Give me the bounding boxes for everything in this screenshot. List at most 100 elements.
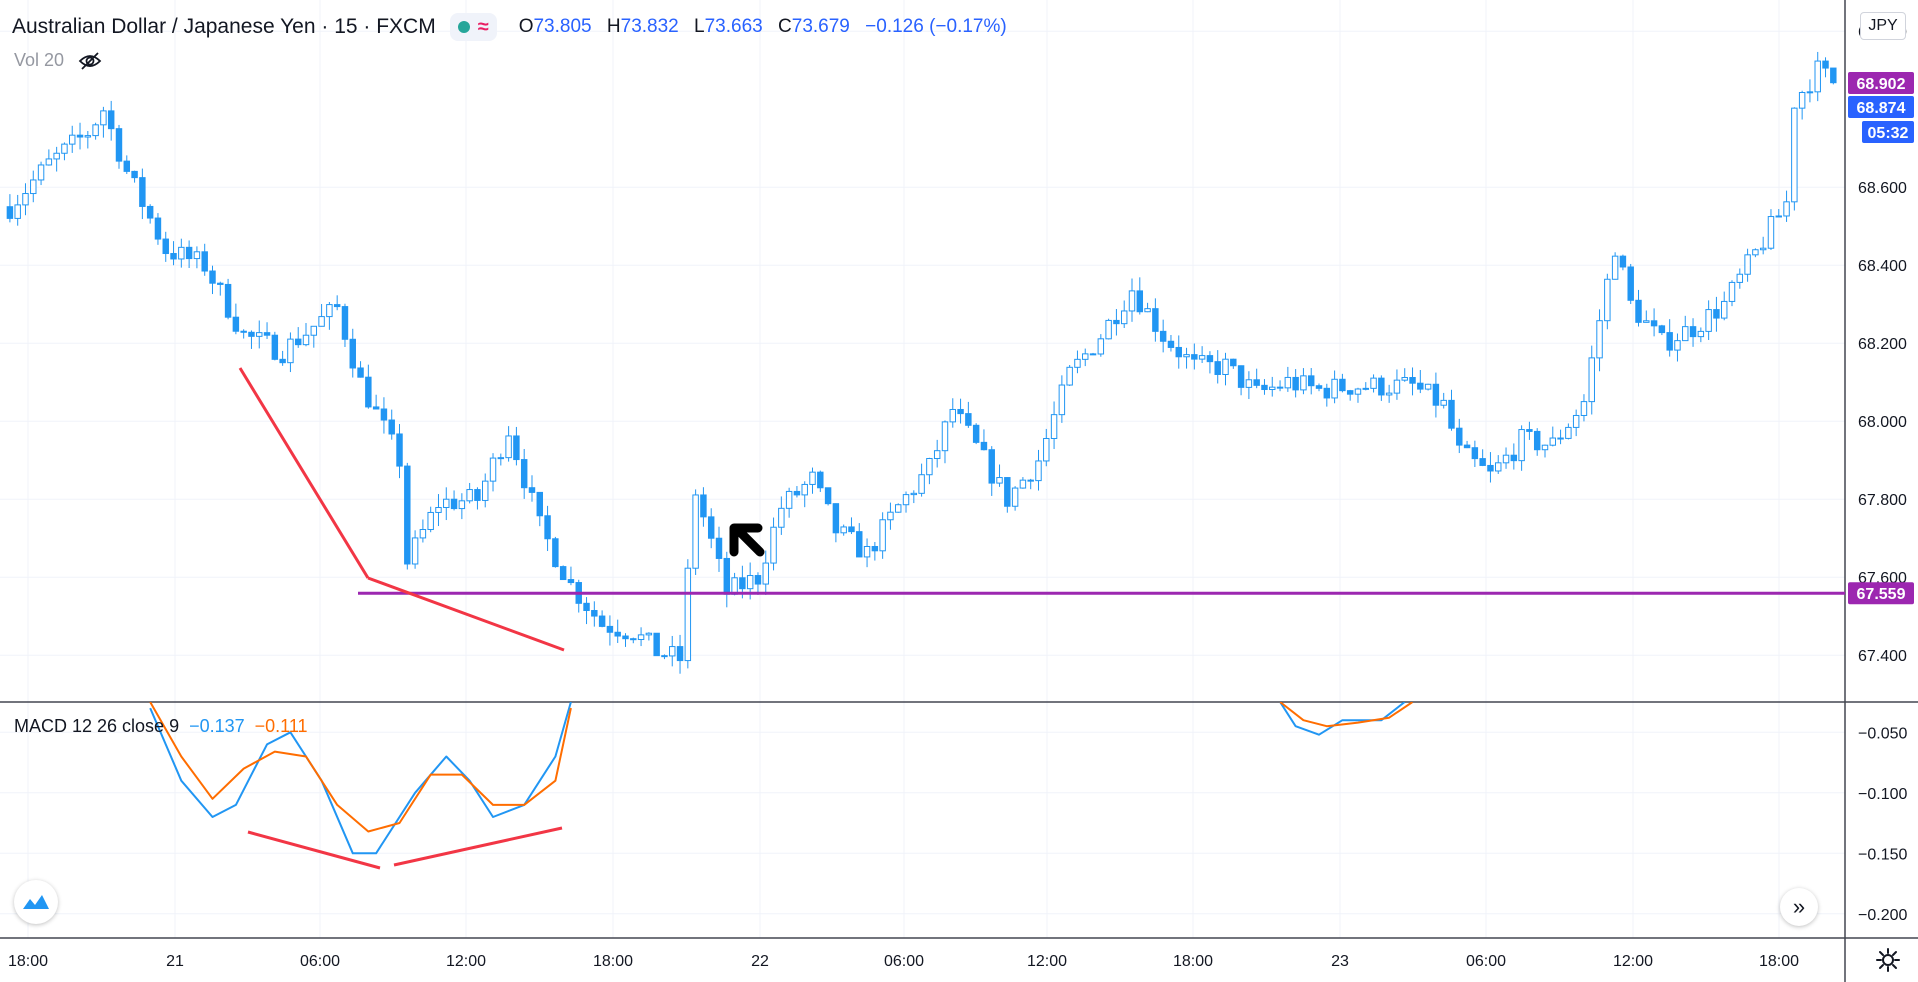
candle-body — [1385, 392, 1393, 396]
candle-body — [115, 128, 123, 162]
price-badge-level: 67.559 — [1848, 582, 1914, 605]
candle-body — [1004, 477, 1011, 507]
candle-body — [1253, 379, 1260, 386]
candle-body — [146, 205, 154, 219]
symbol-title[interactable]: Australian Dollar / Japanese Yen · 15 · … — [12, 15, 436, 38]
candle-body — [100, 110, 107, 126]
currency-button[interactable]: JPY — [1860, 12, 1906, 40]
candle-body — [1596, 320, 1603, 359]
candle-body — [528, 487, 536, 493]
candle-body — [661, 655, 668, 658]
candle-body — [1502, 454, 1510, 464]
arrow-annotation-icon[interactable] — [729, 523, 765, 557]
time-tick-label: 18:00 — [593, 953, 633, 970]
svg-text:67.559: 67.559 — [1857, 586, 1906, 603]
svg-text:05:32: 05:32 — [1868, 125, 1909, 142]
scroll-to-realtime-button[interactable]: » — [1780, 888, 1818, 926]
candle-body — [185, 246, 193, 260]
trendline-macd-left[interactable] — [247, 830, 381, 870]
candle-body — [310, 325, 318, 336]
high-value: 73.832 — [620, 16, 679, 37]
candle-body — [263, 332, 271, 336]
candle-body — [1074, 358, 1081, 368]
candle-body — [1510, 454, 1518, 462]
candle-body — [1456, 427, 1463, 446]
macd-legend[interactable]: MACD 12 26 close 9 −0.137 −0.111 — [14, 716, 308, 737]
candle-body — [1097, 338, 1105, 355]
candle-body — [1198, 355, 1206, 360]
candle-body — [645, 632, 653, 636]
candle-body — [863, 546, 871, 558]
candle-body — [1572, 414, 1580, 428]
macd-tick-label: −0.150 — [1858, 846, 1907, 863]
candle-body — [1183, 354, 1190, 358]
open-value: 73.805 — [533, 16, 592, 37]
trendline-price-drop[interactable] — [238, 367, 370, 579]
trendline-macd-right[interactable] — [393, 826, 563, 867]
candle-body — [1401, 377, 1408, 381]
price-tick-label: 68.000 — [1858, 414, 1907, 431]
volume-legend[interactable]: Vol 20 — [14, 50, 102, 71]
candle-body — [248, 331, 255, 337]
candle-body — [676, 646, 684, 662]
candle-body — [1120, 310, 1128, 325]
candle-body — [887, 511, 894, 521]
candle-body — [723, 557, 731, 595]
tradingview-logo-icon[interactable] — [14, 880, 58, 924]
candle-body — [1822, 60, 1829, 69]
candle-body — [279, 358, 286, 364]
candle-body — [700, 494, 707, 518]
candle-body — [1346, 390, 1354, 395]
candle-body — [606, 625, 614, 633]
candle-body — [482, 480, 489, 501]
candle-body — [69, 134, 76, 145]
settings-gear-icon[interactable] — [1872, 944, 1904, 976]
candle-body — [840, 526, 847, 534]
candle-body — [957, 408, 964, 415]
candle-body — [1237, 365, 1245, 388]
candle-body — [910, 492, 918, 496]
candle-body — [357, 367, 364, 378]
candle-body — [1315, 385, 1323, 389]
candle-body — [824, 487, 832, 505]
candle-body — [622, 635, 629, 640]
axis-labels: 69.00068.60068.40068.20068.00067.80067.6… — [8, 24, 1908, 970]
candle-body — [1448, 399, 1455, 429]
candle-body — [513, 435, 520, 461]
candle-body — [1479, 458, 1486, 466]
candle-body — [489, 457, 497, 482]
candle-body — [1144, 308, 1151, 313]
candle-body — [902, 494, 910, 506]
candle-body — [1627, 266, 1634, 301]
eye-off-icon[interactable] — [78, 51, 102, 71]
time-tick-label: 06:00 — [300, 953, 340, 970]
candle-body — [287, 338, 294, 364]
candle-body — [980, 441, 988, 451]
candle-body — [879, 519, 886, 552]
candle-body — [92, 124, 99, 137]
candle-body — [1214, 361, 1221, 375]
macd-value: −0.137 — [189, 716, 245, 736]
candle-body — [318, 316, 325, 327]
market-status-pill[interactable]: ≈ — [449, 13, 497, 41]
candle-body — [1533, 430, 1541, 451]
candle-body — [1245, 379, 1253, 388]
candle-body — [131, 170, 138, 179]
candle-body — [1393, 379, 1401, 394]
candle-body — [1113, 319, 1120, 325]
time-tick-label: 06:00 — [1466, 953, 1506, 970]
candle-body — [396, 433, 403, 467]
candle-body — [341, 306, 349, 340]
candle-body — [1611, 255, 1619, 280]
trendline-price-lower-low[interactable] — [367, 576, 565, 652]
market-open-icon — [457, 21, 470, 33]
candle-body — [1128, 290, 1136, 312]
macd-label: MACD 12 26 close 9 — [14, 716, 180, 736]
candle-body — [1650, 320, 1658, 327]
candle-body — [926, 458, 933, 476]
candle-body — [1588, 357, 1595, 403]
candle-body — [1830, 67, 1837, 84]
candle-body — [1339, 378, 1346, 392]
candle-body — [1378, 377, 1385, 396]
